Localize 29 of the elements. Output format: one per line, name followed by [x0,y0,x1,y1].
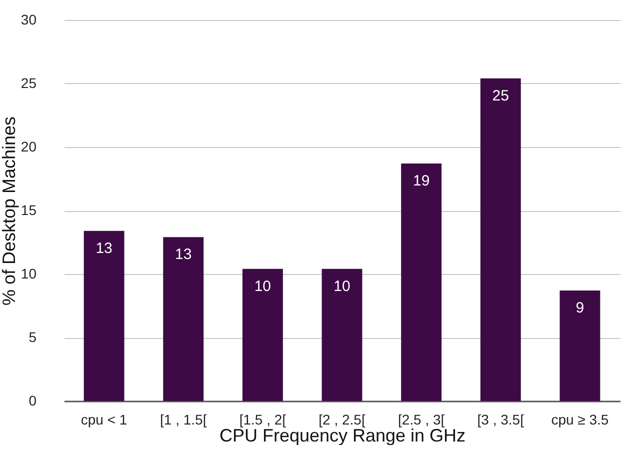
data-label: 19 [412,172,430,190]
bar [163,237,204,401]
data-label: 13 [96,240,112,257]
y-tick-label: 5 [28,329,37,345]
bar [84,230,124,401]
y-tick-label: 15 [20,202,37,218]
y-axis-title: % of Desktop Machines [0,116,19,306]
bar [560,290,600,401]
x-tick-label: cpu < 1 [80,412,128,428]
bar [322,268,362,401]
x-tick-label: cpu ≥ 3.5 [551,412,609,428]
x-tick-label: [1.5 , 2[ [239,412,286,428]
x-tick-label: [3 , 3.5[ [477,412,524,428]
bar [480,78,521,401]
data-label: 10 [254,278,272,295]
data-label: 13 [175,246,192,264]
x-tick-label: [1 , 1.5[ [160,412,207,428]
y-tick-label: 0 [28,392,37,408]
data-label: 25 [492,87,509,104]
bar [401,164,442,401]
data-label: 9 [576,300,584,317]
y-tick-label: 25 [20,75,37,91]
y-tick-label: 20 [20,138,37,154]
data-label: 10 [334,278,350,295]
x-tick-label: [2 , 2.5[ [318,412,366,428]
bar [242,268,283,401]
y-tick-label: 30 [20,12,37,28]
x-tick-label: [2.5 , 3[ [398,412,445,428]
y-tick-label: 10 [20,266,37,282]
